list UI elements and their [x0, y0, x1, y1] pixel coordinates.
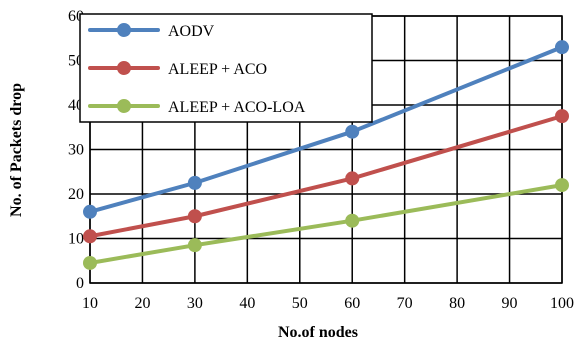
legend-swatch-marker [117, 23, 131, 37]
data-point [83, 255, 97, 270]
x-tick-label: 70 [397, 295, 413, 312]
y-tick-label: 0 [76, 275, 84, 292]
data-point [555, 40, 569, 55]
series-1 [83, 109, 569, 244]
legend-label: AODV [168, 23, 215, 40]
x-tick-label: 90 [502, 295, 518, 312]
data-point [555, 109, 569, 124]
x-tick-label: 10 [82, 295, 98, 312]
series-0 [83, 40, 569, 219]
x-axis-title: No.of nodes [278, 324, 358, 341]
x-tick-label: 40 [239, 295, 255, 312]
y-tick-label: 20 [68, 186, 84, 203]
legend-label: ALEEP + ACO-LOA [168, 99, 306, 116]
series-line [88, 183, 564, 265]
x-tick-label: 50 [292, 295, 308, 312]
data-point [83, 204, 97, 219]
y-tick-label: 10 [68, 231, 84, 248]
x-tick-label: 60 [344, 295, 360, 312]
data-point [187, 175, 202, 190]
legend-item: AODV [88, 23, 215, 40]
legend: AODV ALEEP + ACO ALEEP + ACO-LOA [79, 13, 373, 123]
legend-item: ALEEP + ACO [88, 61, 267, 78]
y-axis-title: No. of Packets drop [8, 83, 25, 217]
y-tick-label: 30 [68, 142, 84, 159]
data-point [187, 209, 202, 224]
data-point [345, 171, 360, 186]
x-tick-label: 20 [134, 295, 150, 312]
x-tick-label: 30 [187, 295, 203, 312]
series-2 [83, 178, 569, 270]
x-tick-label: 100 [550, 295, 574, 312]
series-line [88, 114, 564, 239]
data-point [345, 124, 360, 139]
series-lines [83, 40, 569, 270]
data-point [345, 213, 360, 228]
legend-swatch-marker [117, 61, 131, 75]
legend-label: ALEEP + ACO [168, 61, 267, 78]
legend-item: ALEEP + ACO-LOA [88, 99, 306, 116]
data-point [83, 229, 97, 244]
legend-swatch-marker [117, 99, 131, 113]
data-point [555, 178, 569, 193]
data-point [187, 238, 202, 253]
series-line [88, 45, 564, 214]
x-tick-label: 80 [449, 295, 465, 312]
